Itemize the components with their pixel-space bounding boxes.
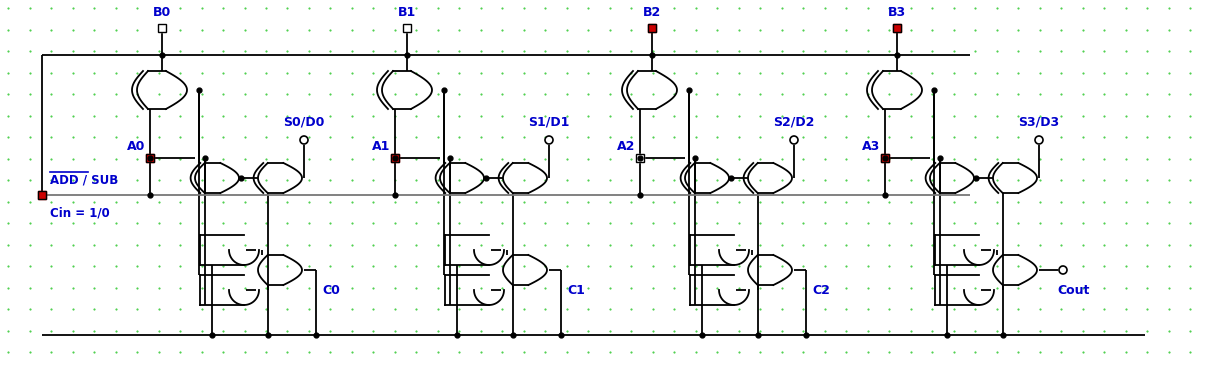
Circle shape: [790, 136, 798, 144]
Text: A3: A3: [861, 139, 881, 152]
Text: Cin = 1/0: Cin = 1/0: [50, 207, 110, 220]
Circle shape: [1059, 266, 1067, 274]
Text: S3/D3: S3/D3: [1018, 115, 1059, 128]
Text: B2: B2: [643, 6, 661, 19]
Text: A1: A1: [372, 139, 390, 152]
Circle shape: [545, 136, 553, 144]
Text: A2: A2: [617, 139, 635, 152]
Text: S2/D2: S2/D2: [773, 115, 814, 128]
Text: B0: B0: [153, 6, 172, 19]
Text: S1/D1: S1/D1: [528, 115, 570, 128]
Text: A0: A0: [127, 139, 145, 152]
Text: C0: C0: [323, 283, 339, 296]
Text: C2: C2: [812, 283, 830, 296]
Circle shape: [300, 136, 308, 144]
Text: B3: B3: [888, 6, 906, 19]
Text: S0/D0: S0/D0: [284, 115, 325, 128]
Text: Cout: Cout: [1057, 283, 1090, 296]
Text: C1: C1: [567, 283, 585, 296]
Text: B1: B1: [397, 6, 416, 19]
Text: ADD / SUB: ADD / SUB: [50, 174, 118, 187]
Circle shape: [1035, 136, 1043, 144]
